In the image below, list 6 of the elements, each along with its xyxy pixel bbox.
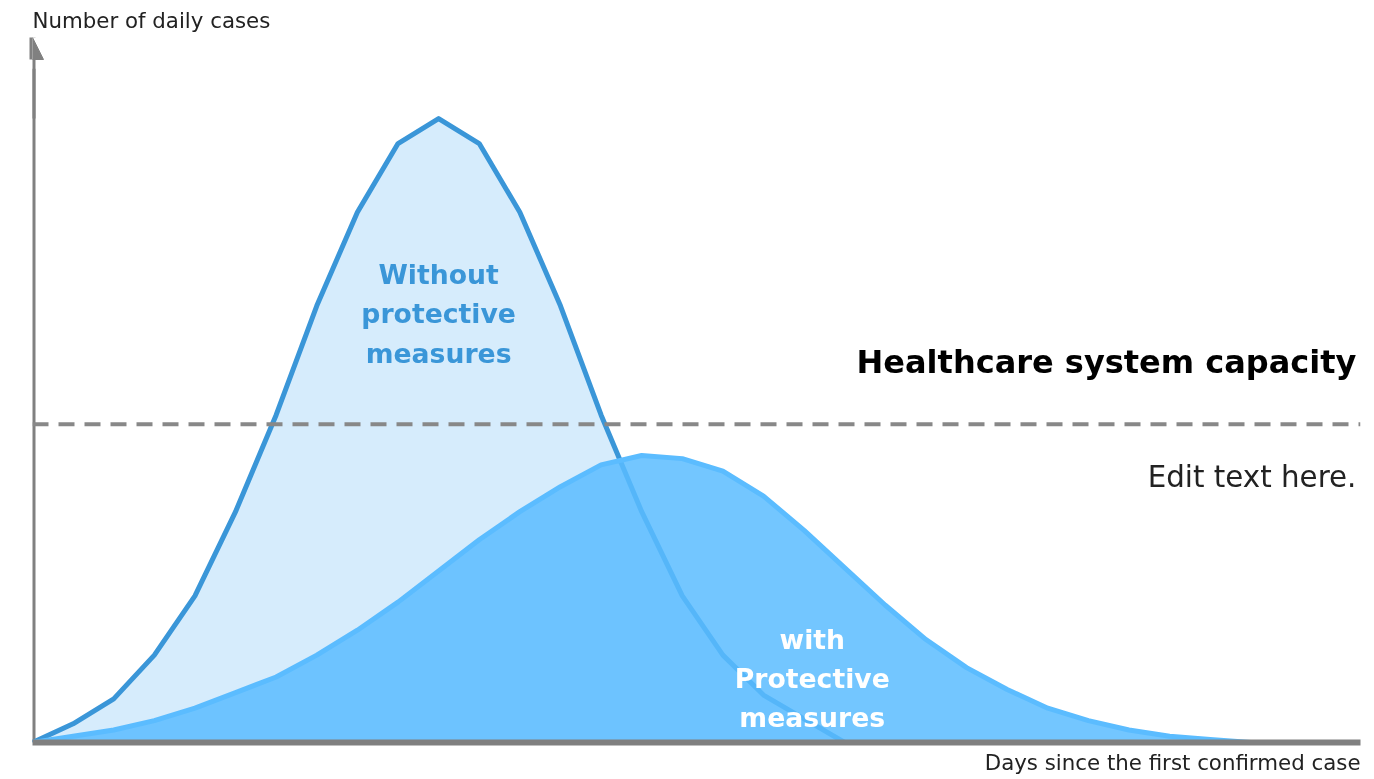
y-axis-title: Number of daily cases: [32, 7, 271, 33]
x-axis-title: Days since the first confirmed case: [984, 749, 1361, 775]
annotation: Edit text here.: [1147, 460, 1357, 495]
series-label: Without protective measures: [361, 259, 516, 369]
ref-line-label: Healthcare system capacity: [856, 342, 1357, 381]
series-label: with Protective measures: [734, 623, 890, 734]
